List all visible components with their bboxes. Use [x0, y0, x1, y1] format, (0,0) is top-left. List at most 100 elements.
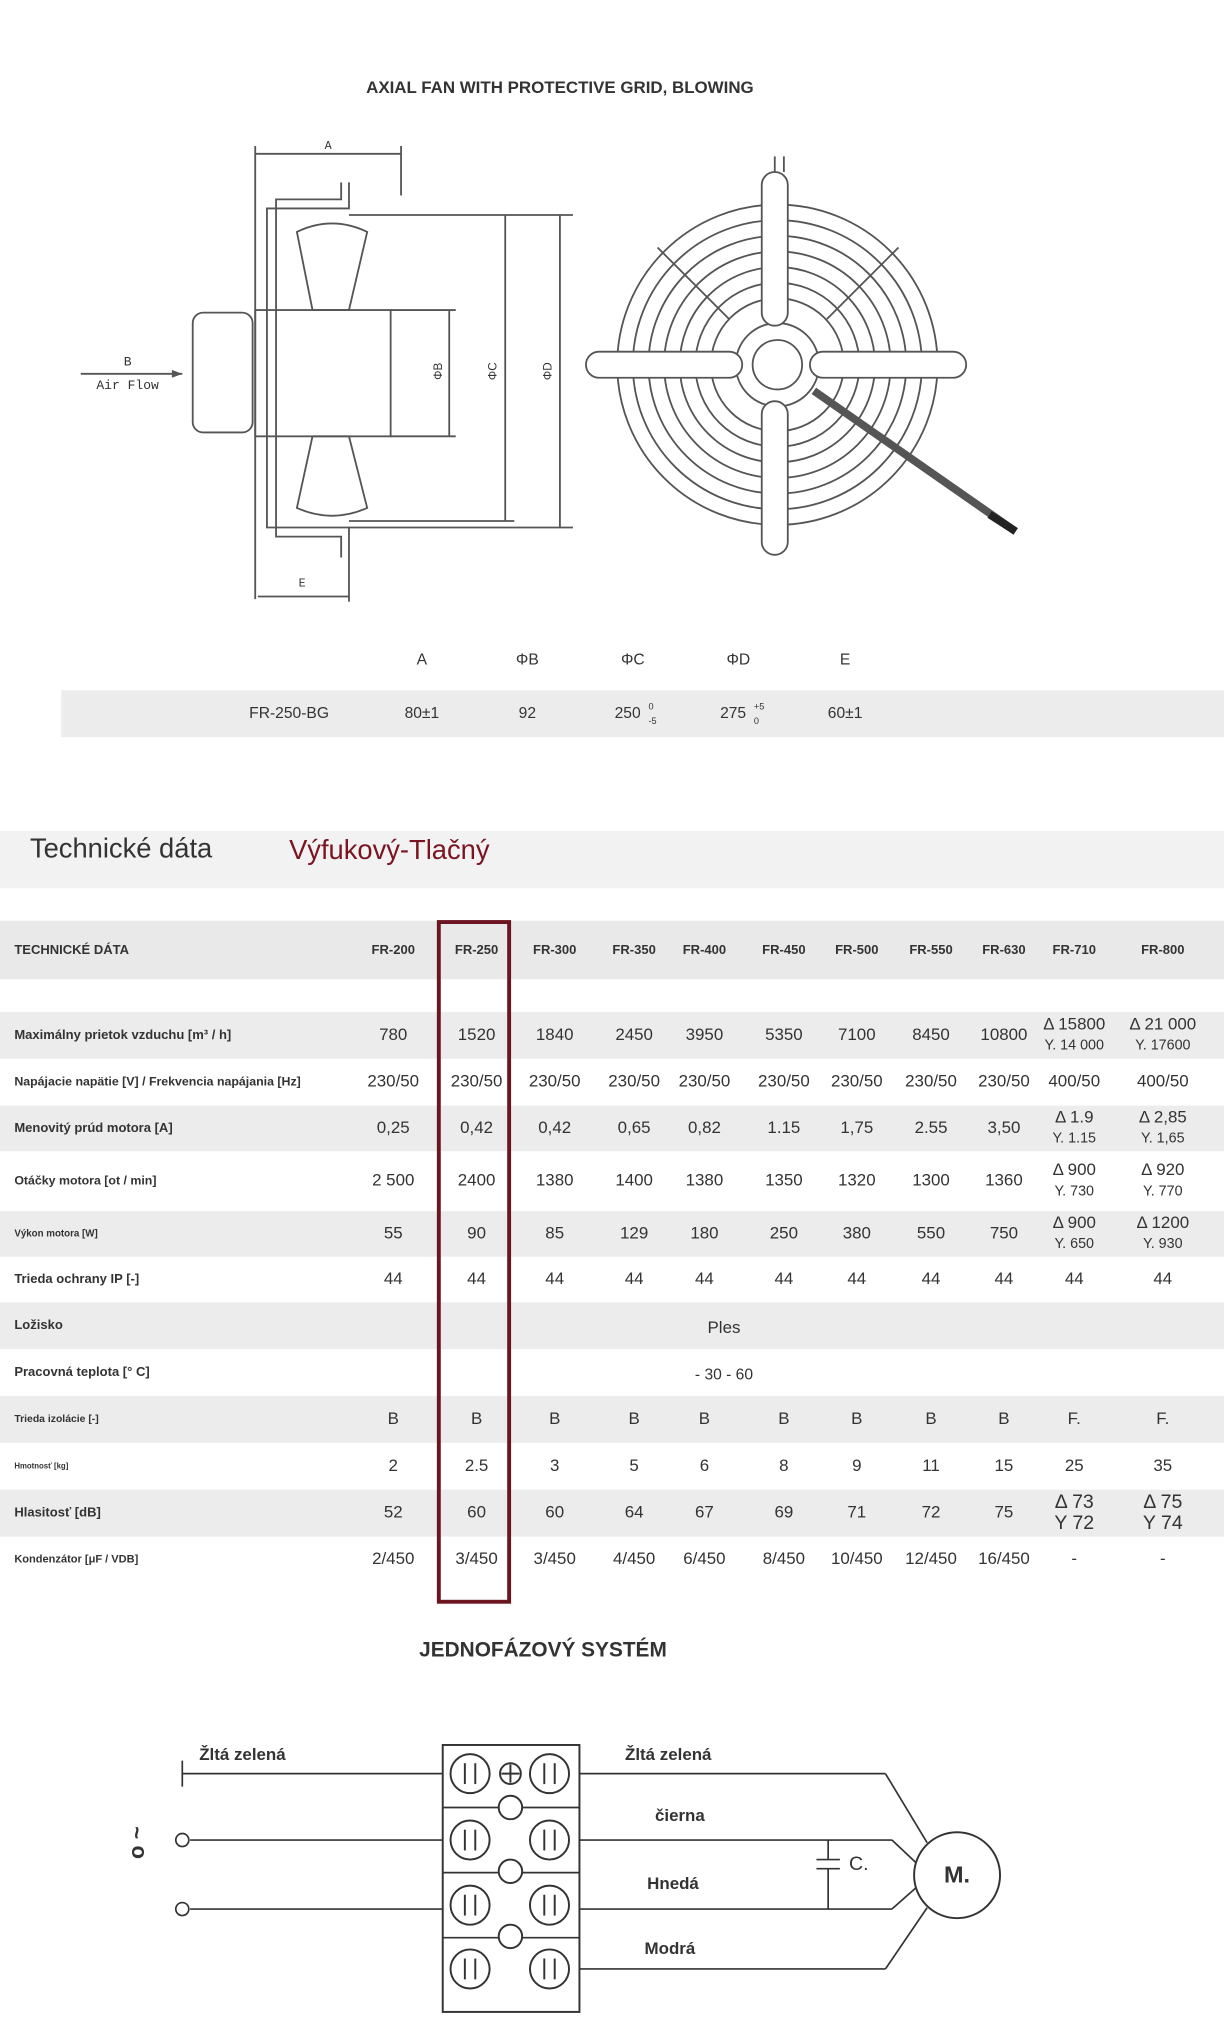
cell-value: 230/50 [978, 1072, 1030, 1091]
table-corner: TECHNICKÉ DÁTA [14, 942, 129, 957]
cell-value: 8450 [912, 1025, 950, 1044]
wire-label: Žltá zelená [625, 1745, 712, 1764]
cell-value: 11 [922, 1456, 940, 1475]
wire-label: Modrá [645, 1939, 696, 1958]
cell-value: 4/450 [613, 1549, 655, 1568]
front-view [585, 156, 1018, 556]
cell-value: 44 [922, 1269, 941, 1288]
cell-value: 400/50 [1137, 1072, 1189, 1091]
cell-value: B [778, 1409, 789, 1428]
cell-value: 25 [1065, 1456, 1084, 1475]
cell-value: 2.5 [465, 1456, 489, 1475]
span-value: - 30 - 60 [695, 1366, 753, 1383]
row-band [0, 1489, 1224, 1537]
row-band [0, 1105, 1224, 1152]
cell-value: 1300 [912, 1171, 950, 1190]
dim-header: E [840, 651, 850, 668]
cell-value: 1360 [985, 1171, 1023, 1190]
cell-value: 90 [467, 1223, 486, 1242]
model-header: FR-200 [372, 942, 415, 957]
cell-value: Δ 1200 [1136, 1213, 1189, 1232]
model-header: FR-500 [835, 942, 878, 957]
dim-header: ΦC [621, 651, 645, 668]
cell-value: 380 [843, 1223, 871, 1242]
cell-value: B [471, 1409, 482, 1428]
cell-value: 230/50 [451, 1072, 503, 1091]
cell-value: 2450 [615, 1025, 653, 1044]
side-view [80, 145, 573, 602]
cell-value: 44 [625, 1269, 644, 1288]
row-band [0, 1396, 1224, 1443]
cell-value: 64 [625, 1503, 644, 1522]
cell-value: Y. 14 000 [1045, 1038, 1104, 1054]
cell-value: - [1160, 1549, 1166, 1568]
cell-value: 1,75 [840, 1118, 873, 1137]
cell-value: 550 [917, 1223, 945, 1242]
cell-value: 9 [852, 1456, 861, 1475]
cell-value: Δ 15800 [1043, 1014, 1105, 1033]
cell-value: F. [1068, 1409, 1081, 1428]
wire-label: čierna [655, 1806, 705, 1825]
cell-value: 1400 [615, 1171, 653, 1190]
cell-value: 44 [847, 1269, 866, 1288]
cell-value: 230/50 [367, 1072, 419, 1091]
cell-value: 44 [545, 1269, 564, 1288]
cell-value: 2400 [458, 1171, 496, 1190]
cell-value: 230/50 [758, 1072, 810, 1091]
cell-value: 1350 [765, 1171, 803, 1190]
cell-value: 230/50 [831, 1072, 883, 1091]
cell-value: 44 [1065, 1269, 1084, 1288]
cell-value: 44 [467, 1269, 486, 1288]
cell-value: 6/450 [683, 1549, 725, 1568]
cell-value: Δ 75 [1143, 1491, 1182, 1513]
model-header: FR-550 [909, 942, 952, 957]
section-title: Technické dáta [30, 833, 213, 864]
section-band [0, 830, 1224, 889]
cell-value: B [851, 1409, 862, 1428]
cell-value: 75 [995, 1503, 1014, 1522]
cell-value: 230/50 [679, 1072, 731, 1091]
cell-value: 400/50 [1048, 1072, 1100, 1091]
cell-value: - [1071, 1549, 1077, 1568]
cell-value: 35 [1153, 1456, 1172, 1475]
cell-value: 2.55 [915, 1118, 948, 1137]
row-label: Trieda ochrany IP [-] [14, 1271, 139, 1286]
cell-value: 55 [384, 1223, 403, 1242]
cell-value: 2 [389, 1456, 398, 1475]
dim-value: 92 [519, 705, 536, 722]
cell-value: Y 72 [1054, 1512, 1094, 1534]
cell-value: 2 500 [372, 1171, 414, 1190]
cell-value: Y. 930 [1143, 1236, 1183, 1252]
dim-header: ΦB [516, 651, 539, 668]
cell-value: 3/450 [455, 1549, 497, 1568]
cell-value: B [628, 1409, 639, 1428]
cell-value: 780 [379, 1025, 407, 1044]
cell-value: 230/50 [905, 1072, 957, 1091]
dim-sup: 0 [648, 702, 653, 712]
dim-label: ΦB [432, 362, 445, 379]
row-band [0, 1011, 1224, 1059]
cell-value: 129 [620, 1223, 648, 1242]
cell-value: Y. 730 [1054, 1183, 1094, 1199]
cell-value: 230/50 [529, 1072, 581, 1091]
title: AXIAL FAN WITH PROTECTIVE GRID, BLOWING [366, 78, 754, 97]
cell-value: 230/50 [608, 1072, 660, 1091]
dimension-table: A ΦB ΦC ΦD E FR-250-BG 80±1 92 250 0 -5 275 +5 0 60±1 [249, 651, 862, 725]
cell-value: 60 [545, 1503, 564, 1522]
row-band [0, 1211, 1224, 1257]
row-label: Menovitý prúd motora [A] [14, 1120, 172, 1135]
dim-value: 80±1 [405, 705, 440, 722]
cell-value: 250 [770, 1223, 798, 1242]
wire-label: Žltá zelená [199, 1745, 286, 1764]
cell-value: B [388, 1409, 399, 1428]
model-header: FR-350 [612, 942, 655, 957]
cell-value: 0,25 [377, 1118, 410, 1137]
row-label: Výkon motora [W] [14, 1228, 97, 1239]
cell-value: 5350 [765, 1025, 803, 1044]
dim-label: A [325, 139, 333, 153]
cell-value: 44 [384, 1269, 403, 1288]
cell-value: 1320 [838, 1171, 876, 1190]
cell-value: Δ 2,85 [1139, 1107, 1187, 1126]
